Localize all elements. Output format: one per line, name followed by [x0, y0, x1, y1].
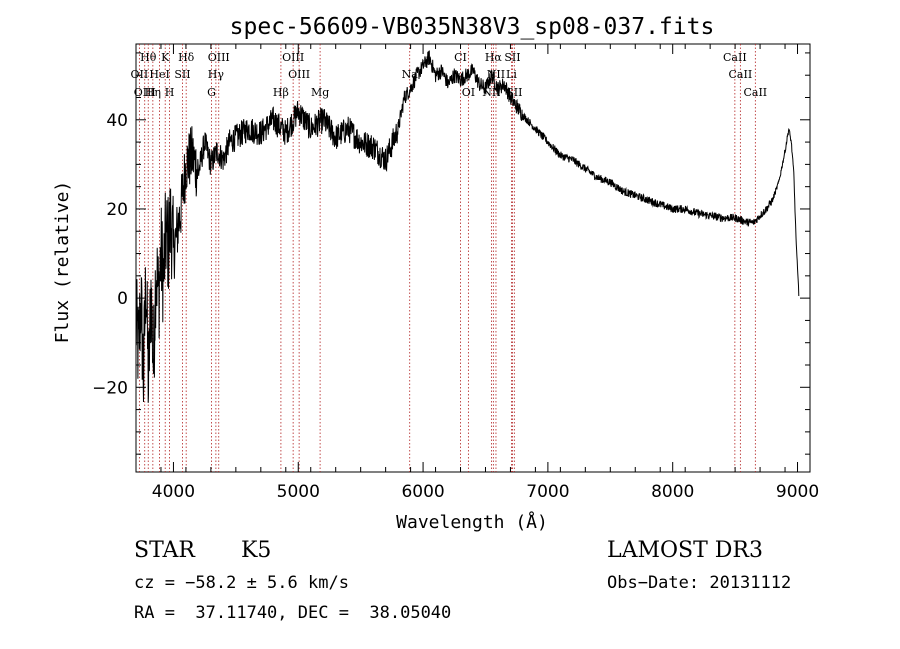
- line-label: CaII: [723, 51, 747, 64]
- chart-title: spec-56609-VB035N38V3_sp08-037.fits: [230, 14, 715, 40]
- line-label: SII: [504, 51, 520, 64]
- plot-frame: [135, 43, 811, 473]
- line-label: Mg: [311, 86, 329, 99]
- line-label: OIII: [134, 86, 156, 99]
- line-label: Hγ: [208, 68, 225, 81]
- x-axis: 4000 5000 6000 7000 8000 9000: [135, 44, 819, 502]
- line-label: G: [207, 86, 216, 99]
- line-label: Hθ: [140, 51, 157, 64]
- line-label: H: [165, 86, 175, 99]
- x-tick-label: 4000: [152, 482, 195, 502]
- y-axis-label: Flux (relative): [52, 181, 73, 344]
- x-tick-label: 9000: [776, 482, 819, 502]
- line-label: Li: [506, 68, 517, 81]
- observation-date: Obs−Date: 20131112: [607, 573, 792, 593]
- spectrum-line: [135, 50, 800, 403]
- line-label: Hα: [485, 51, 503, 64]
- object-subclass: K5: [241, 538, 272, 563]
- line-label: CaII: [743, 86, 767, 99]
- line-label: Hδ: [178, 51, 195, 64]
- y-tick-label: 40: [106, 111, 128, 131]
- coordinates: RA = 37.11740, DEC = 38.05040: [134, 603, 452, 623]
- survey-name: LAMOST DR3: [607, 538, 763, 563]
- line-label: OII: [131, 68, 149, 81]
- x-tick-label: 5000: [277, 482, 320, 502]
- line-label: OIII: [208, 51, 230, 64]
- x-tick-label: 7000: [526, 482, 569, 502]
- line-label: OIII: [288, 68, 310, 81]
- y-tick-label: −20: [92, 378, 128, 398]
- line-label: CaII: [729, 68, 753, 81]
- line-label: OI: [462, 86, 475, 99]
- object-class: STAR: [134, 538, 195, 563]
- line-label: SII: [174, 68, 190, 81]
- line-label: OIII: [282, 51, 304, 64]
- x-tick-label: 6000: [401, 482, 444, 502]
- line-label: Hη: [145, 86, 161, 99]
- y-tick-label: 20: [106, 200, 128, 220]
- y-axis: −20 0 20 40: [92, 52, 810, 455]
- x-tick-label: 8000: [651, 482, 694, 502]
- x-axis-label: Wavelength (Å): [396, 511, 548, 533]
- line-label: Hβ: [273, 86, 289, 99]
- line-label: K: [161, 51, 170, 64]
- y-tick-label: 0: [117, 289, 128, 309]
- plot-area: [135, 43, 811, 473]
- line-label: CI: [454, 51, 467, 64]
- line-label: HeI: [149, 68, 169, 81]
- spectral-line-markers: [138, 44, 756, 472]
- redshift-velocity: cz = −58.2 ± 5.6 km/s: [134, 573, 349, 593]
